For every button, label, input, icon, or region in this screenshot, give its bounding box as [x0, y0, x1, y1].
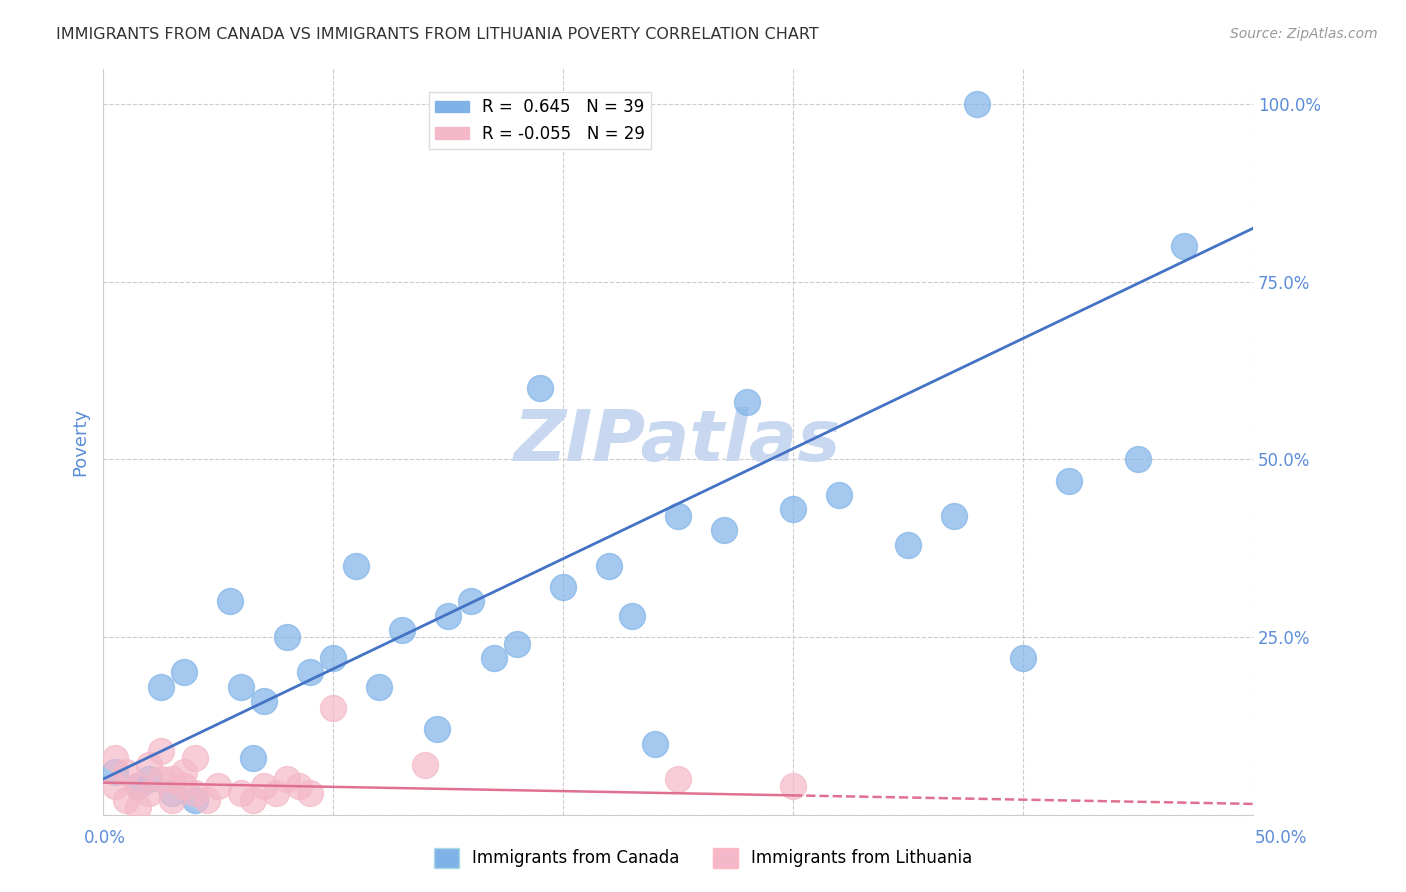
Point [253, 694, 276, 708]
Point [598, 558, 620, 573]
Point [160, 786, 183, 800]
Point [115, 764, 138, 779]
Point [173, 779, 195, 793]
Point [322, 651, 344, 665]
Point [104, 750, 127, 764]
Point [299, 665, 322, 680]
Point [173, 665, 195, 680]
Point [828, 488, 851, 502]
Point [264, 786, 287, 800]
Point [253, 779, 276, 793]
Point [942, 509, 965, 524]
Point [782, 502, 804, 516]
Point [184, 786, 207, 800]
Point [207, 779, 229, 793]
Point [482, 651, 505, 665]
Point [229, 786, 252, 800]
Point [149, 680, 172, 694]
Point [127, 779, 149, 793]
Point [782, 779, 804, 793]
Point [195, 793, 218, 807]
Point [1126, 452, 1149, 467]
Point [368, 680, 391, 694]
Point [1012, 651, 1035, 665]
Legend: Immigrants from Canada, Immigrants from Lithuania: Immigrants from Canada, Immigrants from … [427, 841, 979, 875]
Point [391, 623, 413, 637]
Point [551, 580, 574, 594]
Point [299, 786, 322, 800]
Point [276, 630, 298, 644]
Point [897, 537, 920, 551]
Point [184, 750, 207, 764]
Point [413, 757, 436, 772]
Point [242, 750, 264, 764]
Point [437, 608, 460, 623]
Point [127, 779, 149, 793]
Point [344, 558, 367, 573]
Text: 0.0%: 0.0% [84, 829, 127, 847]
Point [149, 743, 172, 757]
Point [149, 772, 172, 786]
Text: IMMIGRANTS FROM CANADA VS IMMIGRANTS FROM LITHUANIA POVERTY CORRELATION CHART: IMMIGRANTS FROM CANADA VS IMMIGRANTS FRO… [56, 27, 818, 42]
Point [620, 608, 643, 623]
Point [322, 701, 344, 715]
Point [242, 793, 264, 807]
Legend: R =  0.645   N = 39, R = -0.055   N = 29: R = 0.645 N = 39, R = -0.055 N = 29 [429, 92, 651, 150]
Point [666, 772, 689, 786]
Point [666, 509, 689, 524]
Point [218, 594, 240, 608]
Point [138, 757, 160, 772]
Point [173, 764, 195, 779]
Point [184, 793, 207, 807]
Text: ZIPatlas: ZIPatlas [515, 407, 842, 476]
Point [1173, 239, 1195, 253]
Point [506, 637, 529, 651]
Point [425, 723, 447, 737]
Point [127, 800, 149, 814]
Point [104, 779, 127, 793]
Point [138, 772, 160, 786]
Point [115, 793, 138, 807]
Point [160, 793, 183, 807]
Text: 50.0%: 50.0% [1256, 829, 1308, 847]
Point [644, 737, 666, 751]
Text: Source: ZipAtlas.com: Source: ZipAtlas.com [1230, 27, 1378, 41]
Point [160, 772, 183, 786]
Point [276, 772, 298, 786]
Point [1057, 474, 1080, 488]
Point [104, 764, 127, 779]
Point [529, 381, 551, 395]
Point [713, 524, 735, 538]
Point [735, 395, 758, 409]
Point [229, 680, 252, 694]
Point [287, 779, 309, 793]
Y-axis label: Poverty: Poverty [72, 408, 89, 475]
Point [460, 594, 482, 608]
Point [138, 786, 160, 800]
Point [966, 97, 988, 112]
